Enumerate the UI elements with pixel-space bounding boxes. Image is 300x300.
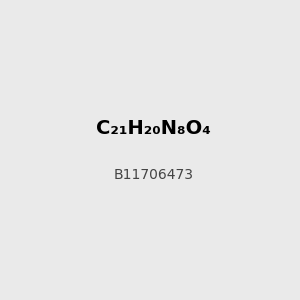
Text: C₂₁H₂₀N₈O₄: C₂₁H₂₀N₈O₄: [96, 119, 211, 138]
Text: B11706473: B11706473: [114, 168, 194, 182]
